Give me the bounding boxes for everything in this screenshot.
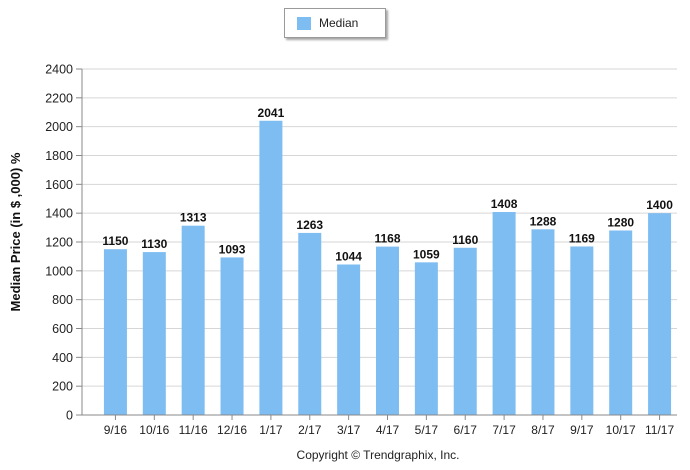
data-label: 1313	[180, 211, 207, 225]
bar	[103, 249, 127, 415]
y-tick-label: 0	[66, 409, 73, 423]
bar	[181, 225, 205, 415]
y-tick-label: 1600	[45, 178, 73, 192]
y-tick-label: 2400	[45, 63, 73, 77]
legend-swatch	[297, 16, 311, 30]
y-axis-title: Median Price (in $ ,000) %	[8, 152, 23, 311]
bar	[453, 247, 477, 415]
x-tick-label: 3/17	[337, 423, 361, 437]
bar	[220, 257, 244, 415]
bar	[648, 213, 672, 415]
legend: Median	[284, 8, 386, 38]
data-label: 1059	[413, 247, 440, 261]
x-tick-label: 2/17	[298, 423, 322, 437]
data-label: 1400	[646, 198, 673, 212]
data-labels: 1150 1130 1313 1093 2041 1263 1044 1168 1059 1160…	[102, 106, 673, 264]
data-label: 1263	[296, 218, 323, 232]
y-tick-label: 1800	[45, 149, 73, 163]
data-label: 1288	[530, 214, 557, 228]
bar	[298, 232, 322, 415]
bar	[492, 212, 516, 415]
y-tick-label: 600	[52, 322, 73, 336]
x-tick-label: 6/17	[454, 423, 478, 437]
copyright-footer: Copyright © Trendgraphix, Inc.	[296, 448, 460, 462]
bar	[376, 246, 399, 415]
data-label: 1160	[452, 233, 478, 247]
x-tick-label: 10/16	[139, 423, 169, 437]
x-tick-label: 7/17	[492, 423, 516, 437]
data-label: 1044	[335, 249, 362, 263]
data-label: 1093	[219, 242, 246, 256]
bar	[142, 252, 166, 415]
y-tick-label: 400	[52, 351, 73, 365]
y-tick-label: 2200	[45, 91, 73, 105]
legend-label-median: Median	[319, 16, 359, 30]
data-label: 1280	[607, 215, 634, 229]
axes: 0 200 400 600 800 1000 1200 1400 1600 1800 2000 220…	[45, 63, 677, 437]
y-tick-label: 800	[52, 293, 73, 307]
data-label: 1169	[569, 231, 595, 245]
data-label: 2041	[258, 106, 285, 120]
data-label: 1168	[374, 232, 400, 246]
x-tick-label: 11/17	[645, 423, 674, 437]
data-label: 1150	[102, 234, 128, 248]
x-tick-label: 4/17	[376, 423, 400, 437]
bar	[609, 230, 633, 415]
bar	[414, 262, 438, 415]
x-tick-label: 5/17	[415, 423, 439, 437]
x-tick-label: 12/16	[217, 423, 247, 437]
bar	[259, 120, 283, 416]
x-tick-label: 9/16	[104, 423, 128, 437]
x-tick-label: 10/17	[606, 423, 636, 437]
y-tick-label: 2000	[45, 120, 73, 134]
bars	[103, 120, 672, 416]
data-label: 1408	[491, 197, 518, 211]
x-tick-label: 11/16	[179, 423, 208, 437]
x-tick-label: 8/17	[531, 423, 555, 437]
bar	[337, 264, 361, 415]
bar	[570, 246, 594, 415]
bar	[531, 229, 555, 415]
y-tick-label: 200	[52, 380, 73, 394]
y-tick-label: 1000	[45, 264, 73, 278]
x-tick-label: 9/17	[570, 423, 594, 437]
x-tick-label: 1/17	[259, 423, 283, 437]
y-tick-label: 1200	[45, 236, 73, 250]
y-tick-label: 1400	[45, 207, 73, 221]
data-label: 1130	[141, 237, 167, 251]
